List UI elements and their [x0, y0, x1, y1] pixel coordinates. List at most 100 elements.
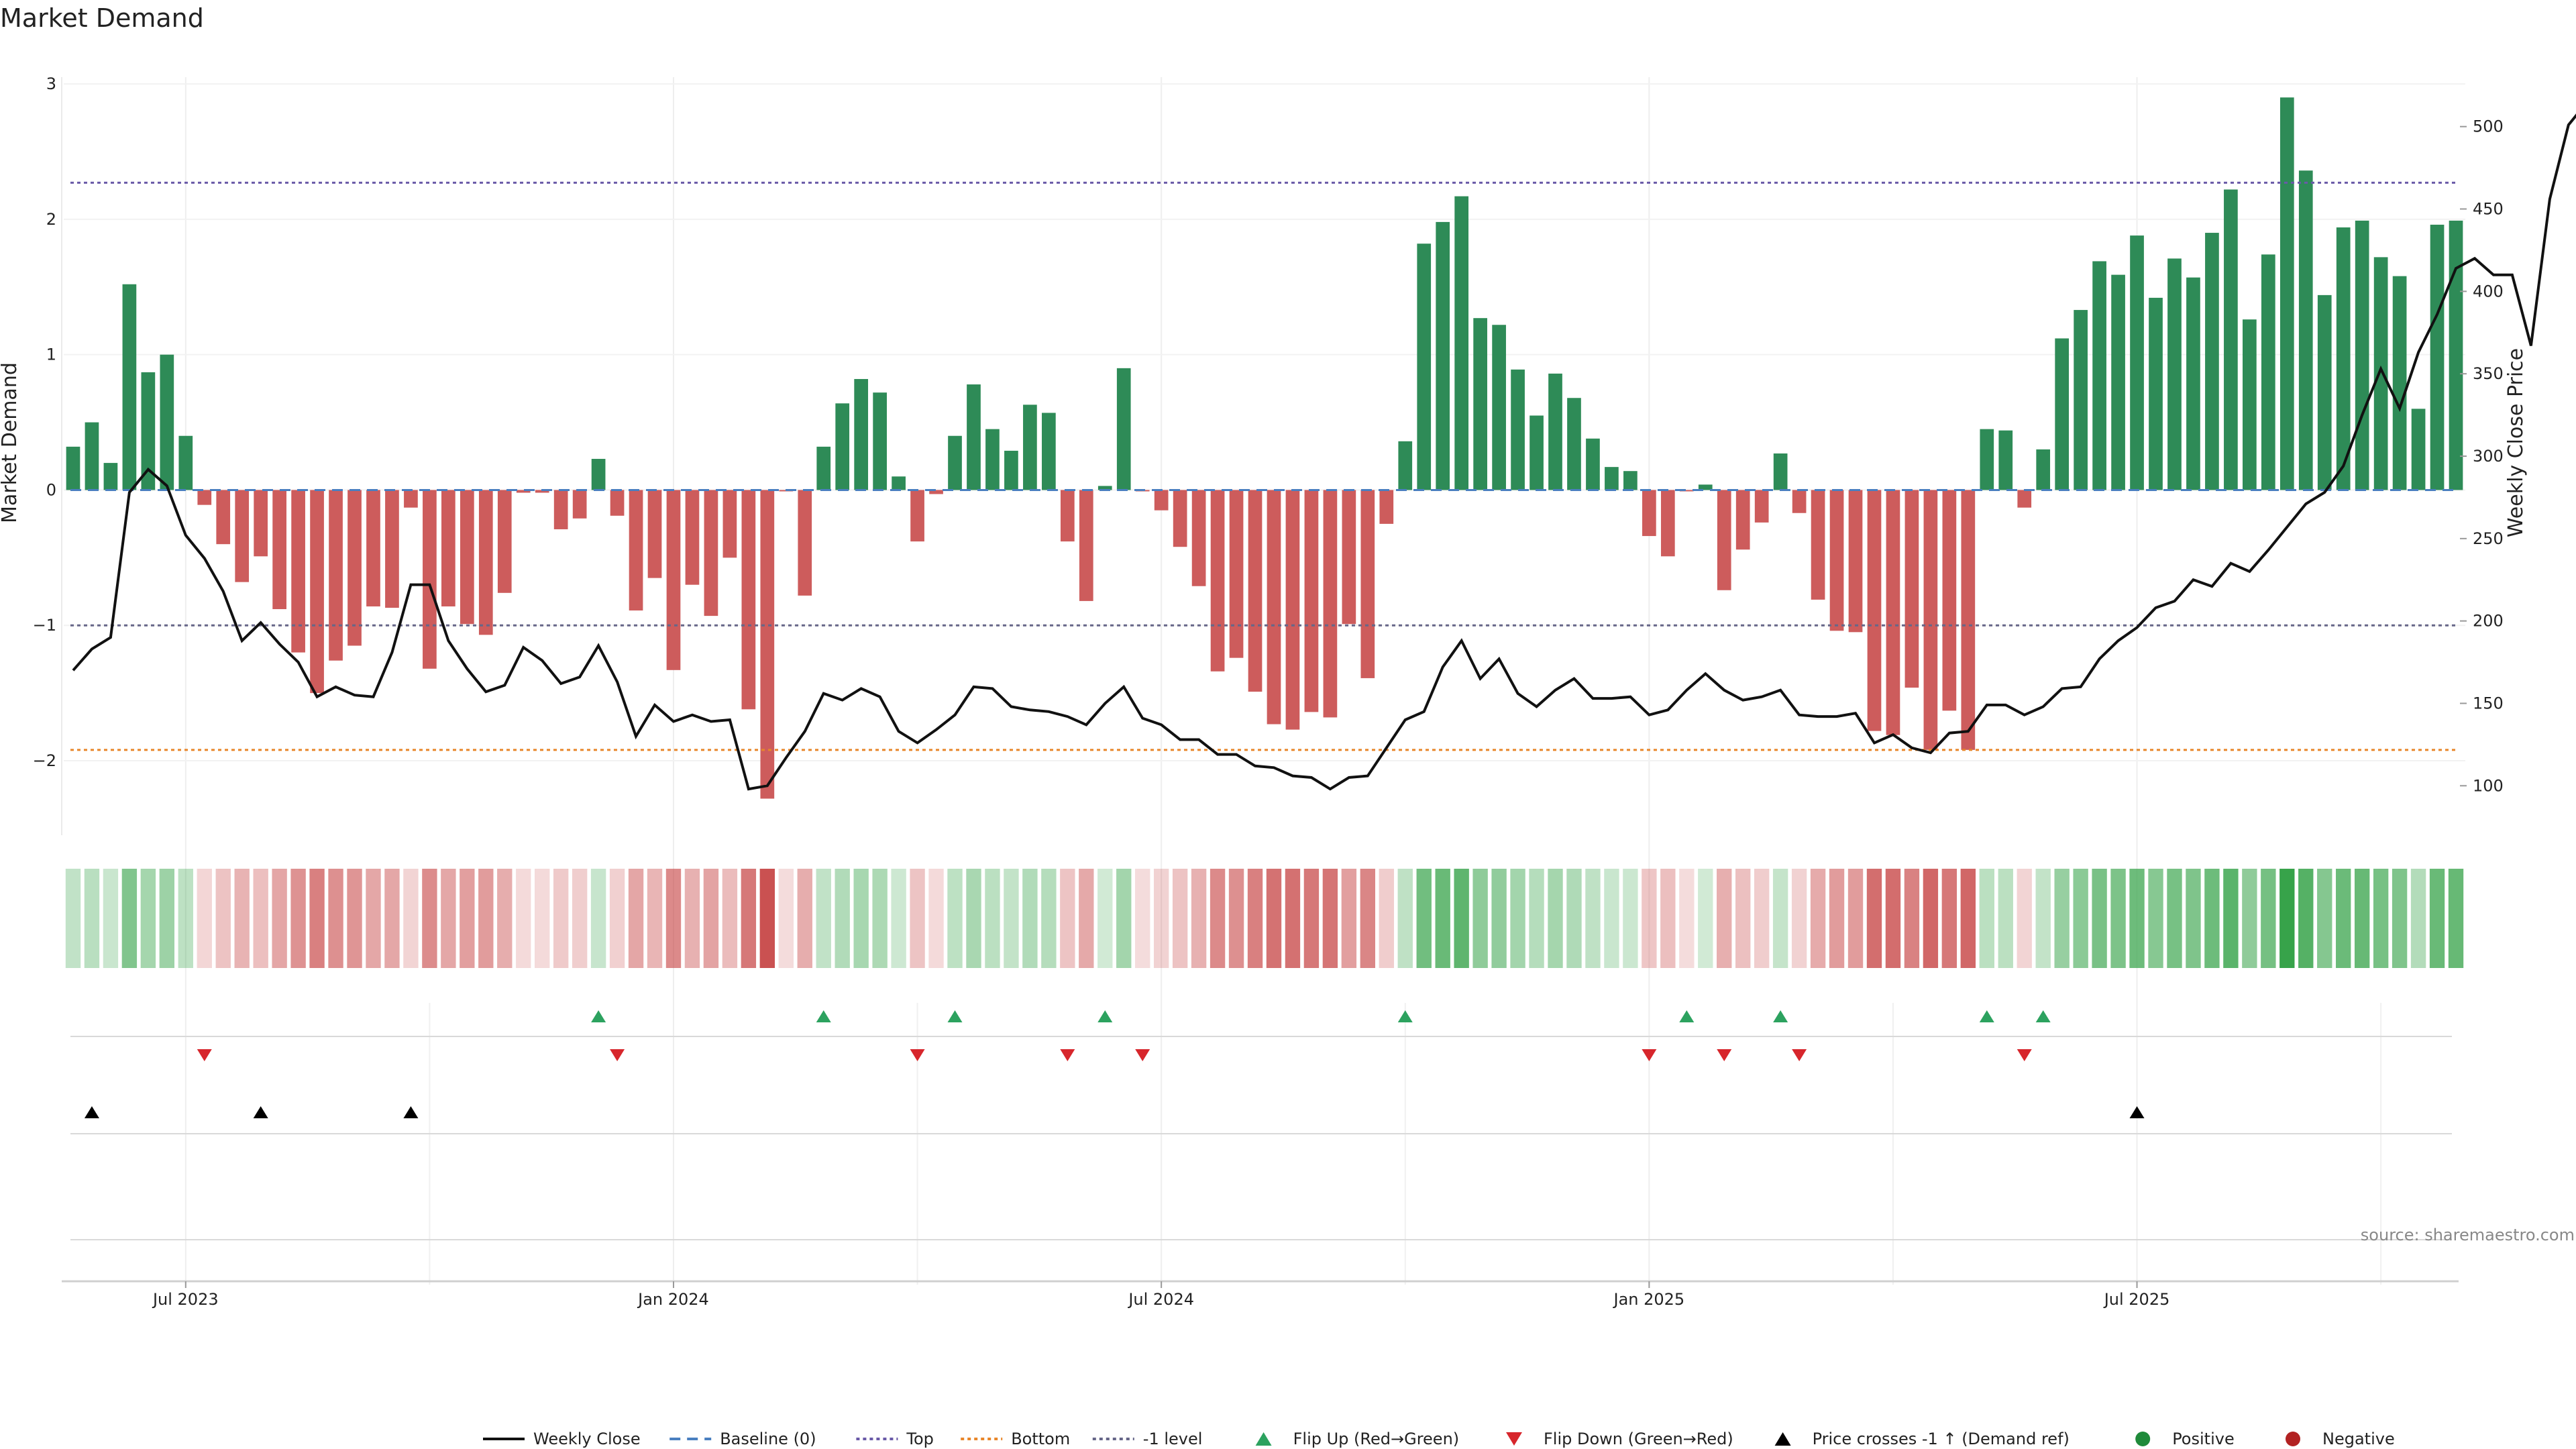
heat-cell: [966, 869, 981, 968]
price-cross-marker: [84, 1106, 99, 1118]
demand-bar: [704, 490, 718, 616]
heat-cell: [1847, 869, 1864, 968]
demand-bar: [722, 490, 737, 558]
demand-bar: [2355, 220, 2369, 490]
heat-cell: [1566, 869, 1582, 968]
heat-cell: [1360, 869, 1376, 968]
heat-cell: [1772, 869, 1788, 968]
demand-bar: [535, 490, 549, 493]
demand-bar: [366, 490, 380, 606]
flip-down-marker: [610, 1049, 625, 1061]
heat-cell: [1623, 869, 1638, 968]
demand-bar: [816, 446, 831, 490]
demand-bar: [460, 490, 474, 625]
flip-up-marker: [1979, 1010, 1994, 1022]
demand-bar: [948, 435, 962, 490]
demand-bar: [1060, 490, 1075, 542]
heat-cell: [1960, 869, 1976, 968]
demand-bar: [2392, 276, 2407, 490]
heat-cell: [2448, 869, 2464, 968]
legend-label: Flip Down (Green→Red): [1544, 1430, 1733, 1448]
demand-bar: [666, 490, 681, 670]
x-tick-label: Jul 2025: [2103, 1290, 2170, 1309]
demand-bar: [1417, 244, 1432, 490]
heat-cell: [759, 869, 775, 968]
heat-cell: [1829, 869, 1845, 968]
demand-bar: [1867, 490, 1882, 731]
y-tick-label: 0: [46, 480, 56, 499]
heat-cell: [1604, 869, 1619, 968]
flip-down-marker: [1642, 1049, 1657, 1061]
demand-bar: [2430, 224, 2445, 490]
flip-down-marker: [1717, 1049, 1732, 1061]
demand-bar: [1848, 490, 1863, 633]
legend: Weekly Close Baseline (0) Top Bottom -1 leve…: [483, 1430, 2395, 1448]
heat-cell: [2129, 869, 2145, 968]
heat-cell: [891, 869, 906, 968]
y2-tick-label: 100: [2473, 776, 2504, 795]
heat-cell: [1303, 869, 1320, 968]
heat-cell: [197, 869, 212, 968]
heat-cell: [2279, 869, 2295, 968]
demand-bar: [1586, 438, 1600, 490]
demand-bar: [1698, 484, 1713, 490]
demand-bar: [892, 476, 906, 490]
legend-item: Flip Down (Green→Red): [1506, 1430, 1733, 1448]
demand-bar: [1548, 373, 1562, 490]
heat-cell: [910, 869, 925, 968]
demand-bar: [329, 490, 343, 661]
demand-bar: [2186, 277, 2200, 490]
y2-tick-label: 400: [2473, 282, 2504, 301]
demand-bar: [1961, 490, 1976, 750]
y2-tick-label: 350: [2473, 364, 2504, 383]
legend-label: Weekly Close: [533, 1430, 641, 1448]
legend-item: Top: [856, 1430, 934, 1448]
demand-bar: [1679, 490, 1694, 492]
legend-label: Negative: [2322, 1430, 2395, 1448]
heat-cell: [1172, 869, 1188, 968]
heat-cell: [1754, 869, 1770, 968]
chart-title: Market Demand: [0, 3, 204, 33]
heat-cell: [722, 869, 738, 968]
legend-item: Flip Up (Red→Green): [1255, 1430, 1460, 1448]
demand-bar: [1023, 405, 1037, 490]
heat-cell: [309, 869, 325, 968]
legend-label: Flip Up (Red→Green): [1293, 1430, 1460, 1448]
heat-cell: [1285, 869, 1301, 968]
demand-bar: [1454, 196, 1469, 490]
heat-cell: [2429, 869, 2445, 968]
x-tick-label: Jan 2025: [1613, 1290, 1685, 1309]
price-cross-marker: [2129, 1106, 2145, 1118]
demand-bar: [929, 490, 943, 494]
heat-cell: [441, 869, 456, 968]
demand-bar: [2243, 319, 2257, 490]
heat-cell: [1866, 869, 1882, 968]
heat-cell: [1041, 869, 1057, 968]
demand-bar: [2205, 233, 2219, 490]
heat-cell: [272, 869, 287, 968]
heat-cell: [1116, 869, 1132, 968]
heat-cell: [816, 869, 831, 968]
heat-cell: [2017, 869, 2032, 968]
flip-markers-band: [70, 1010, 2452, 1061]
demand-bar: [85, 422, 99, 490]
demand-bar: [1004, 450, 1018, 490]
heat-cell: [1548, 869, 1563, 968]
price-cross-band: [70, 1106, 2452, 1134]
demand-bar: [1754, 490, 1769, 523]
demand-bar: [1079, 490, 1093, 601]
demand-bar: [160, 354, 174, 490]
demand-bar: [1605, 467, 1619, 490]
heat-cell: [1491, 869, 1507, 968]
flip-up-marker: [947, 1010, 963, 1022]
price-cross-marker: [253, 1106, 268, 1118]
heat-cell: [1810, 869, 1826, 968]
y2-tick-label: 200: [2473, 612, 2504, 631]
heat-cell: [1022, 869, 1038, 968]
demand-bar: [1942, 490, 1957, 711]
heat-cell: [928, 869, 944, 968]
demand-bar: [2279, 97, 2294, 490]
heat-cell: [347, 869, 362, 968]
demand-bar: [1473, 318, 1487, 490]
heat-cell: [1379, 869, 1394, 968]
